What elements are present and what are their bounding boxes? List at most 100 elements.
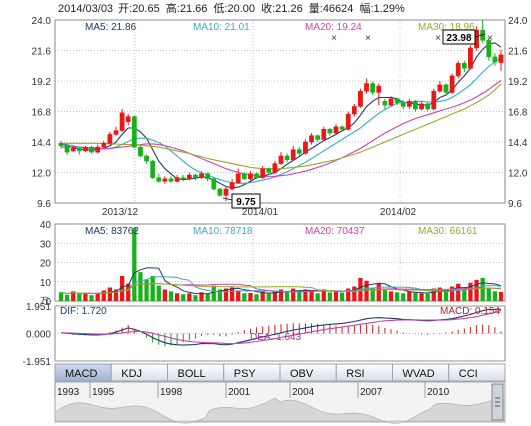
candle	[388, 96, 394, 107]
candle	[272, 161, 278, 174]
macd-y-tick: 0.000	[26, 330, 51, 341]
volume-y-tick: 20	[40, 259, 52, 270]
macd-dif-line	[60, 308, 501, 346]
volume-bar	[468, 282, 473, 301]
candle	[455, 60, 461, 79]
candle	[321, 126, 327, 141]
volume-bar	[370, 287, 375, 301]
volume-bar	[278, 289, 284, 301]
candle	[193, 173, 198, 181]
candle	[425, 102, 431, 112]
candle	[351, 103, 357, 117]
volume-bar	[126, 283, 131, 301]
macd-lines	[60, 308, 502, 346]
candle	[248, 171, 253, 182]
timeline-year: 2004	[292, 387, 315, 398]
timeline-range-handle[interactable]	[491, 383, 504, 421]
volume-bar	[327, 292, 333, 301]
candle	[241, 172, 247, 181]
volume-bars	[58, 227, 504, 301]
price-y-tick-left: 16.8	[32, 108, 52, 119]
candle	[113, 126, 119, 136]
volume-ma-legend: MA5: 83762 MA10: 78718 MA20: 70437 MA30: 66…	[85, 226, 478, 237]
low-marker: 9.75	[222, 193, 261, 209]
price-y-tick-right: 21.6	[508, 47, 528, 58]
price-y-tick-right: 24.0	[508, 16, 528, 27]
timeline-year: 1998	[160, 387, 183, 398]
price-y-tick-right: 12.0	[508, 169, 528, 180]
high-marker-value: 23.98	[446, 33, 471, 44]
high-label: 高:	[166, 1, 180, 15]
candle	[150, 159, 156, 179]
price-ma-legend-item: MA5: 21.86	[85, 22, 137, 33]
candle	[437, 81, 443, 93]
volume-bar	[309, 290, 314, 301]
cross-marker-icon: ×	[435, 33, 441, 44]
price-y-tick-right: 16.8	[508, 108, 528, 119]
candle	[327, 128, 333, 136]
candle	[461, 60, 467, 73]
volume-bar	[339, 292, 345, 301]
macd-dea-label: DEA: 1.643	[250, 332, 302, 343]
volume-bar	[425, 293, 430, 301]
volume-bar	[443, 291, 449, 301]
volume-bar	[205, 293, 210, 301]
volume-bar	[248, 292, 253, 301]
volume-bar	[223, 288, 229, 301]
candle	[468, 45, 473, 70]
macd-y-ticks: 1.951 0.000 -1.951	[23, 302, 52, 368]
volume-bar	[474, 279, 479, 301]
timeline-year: 2007	[360, 387, 383, 398]
volume-bar	[303, 289, 308, 301]
tab-label: MACD	[65, 368, 97, 380]
volume-label: 量:	[309, 2, 323, 15]
macd-y-tick: 1.951	[26, 302, 51, 313]
volume-bar	[254, 294, 259, 301]
volume-bar	[260, 291, 265, 301]
volume-y-tick: 0	[45, 297, 51, 308]
candle	[260, 166, 266, 179]
volume-bar	[156, 285, 161, 301]
price-ma-legend-item: MA30: 18.96	[418, 22, 475, 33]
timeline-year: 1993	[57, 387, 80, 398]
timeline-year: 2010	[427, 387, 450, 398]
tab-cci[interactable]: CCI	[448, 363, 506, 382]
price-y-tick-right: 14.4	[508, 138, 528, 149]
volume-bar	[217, 289, 223, 301]
volume-y-ticks: 0 10 20 30 40	[40, 220, 52, 308]
candle	[303, 139, 308, 155]
tab-kdj[interactable]: KDJ	[110, 363, 168, 382]
candle	[406, 98, 412, 109]
price-y-tick-left: 24.0	[32, 16, 52, 27]
price-y-tick-right: 9.6	[508, 199, 522, 210]
price-grid	[55, 20, 505, 203]
candle	[89, 145, 94, 154]
tab-boll[interactable]: BOLL	[167, 363, 225, 382]
tab-label: CCI	[459, 368, 478, 380]
candle	[296, 147, 302, 156]
volume-bar	[394, 292, 400, 301]
low-label: 低:	[213, 2, 227, 15]
candlesticks	[58, 20, 504, 202]
tab-macd[interactable]: MACD	[54, 363, 112, 382]
candle	[315, 134, 321, 142]
volume-bar	[456, 283, 461, 301]
candle	[235, 168, 241, 184]
cross-marker-icon: ×	[365, 33, 371, 44]
tab-rsi[interactable]: RSI	[335, 363, 393, 382]
timeline-history-area	[54, 397, 506, 424]
tab-obv[interactable]: OBV	[279, 363, 337, 382]
volume-bar	[89, 295, 94, 301]
tab-psy[interactable]: PSY	[223, 363, 281, 382]
volume-bar	[382, 289, 388, 301]
tab-wvad[interactable]: WVAD	[392, 363, 450, 382]
volume-value: 46624	[323, 3, 354, 15]
volume-bar	[181, 294, 186, 301]
price-ma-legend-item: MA10: 21.01	[193, 22, 250, 33]
tab-label: OBV	[290, 368, 314, 380]
macd-dea-line	[60, 309, 502, 345]
volume-bar	[413, 292, 418, 301]
volume-bar	[486, 287, 491, 301]
